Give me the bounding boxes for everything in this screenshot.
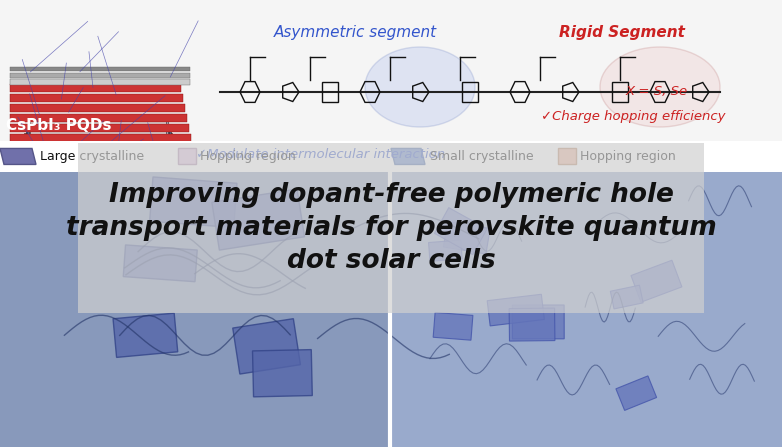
- Bar: [10, 134, 191, 142]
- Bar: [433, 312, 473, 340]
- Bar: [113, 313, 178, 358]
- Bar: [435, 207, 487, 255]
- Text: Improving dopant-free polymeric hole
transport materials for perovskite quantum
: Improving dopant-free polymeric hole tra…: [66, 182, 716, 274]
- Text: Rigid Segment: Rigid Segment: [559, 25, 684, 40]
- Bar: [212, 189, 304, 250]
- Ellipse shape: [365, 47, 475, 127]
- Bar: [10, 94, 183, 102]
- Bar: [10, 114, 187, 122]
- Bar: [178, 148, 196, 164]
- Bar: [124, 245, 197, 282]
- Bar: [10, 154, 195, 162]
- Bar: [616, 376, 657, 410]
- Text: ✓Modulate intermolecular interaction: ✓Modulate intermolecular interaction: [196, 148, 445, 161]
- Text: Hopping region: Hopping region: [200, 150, 296, 163]
- Polygon shape: [0, 148, 36, 164]
- Bar: [610, 285, 643, 309]
- Bar: [509, 308, 555, 341]
- Bar: [631, 260, 682, 302]
- Bar: [10, 73, 190, 78]
- Text: X = S, Se: X = S, Se: [626, 85, 688, 98]
- Bar: [18, 149, 178, 167]
- Text: CsPbI₃ PQDs: CsPbI₃ PQDs: [6, 118, 111, 133]
- Bar: [512, 305, 565, 339]
- Bar: [149, 177, 237, 228]
- Bar: [0, 141, 782, 172]
- Bar: [487, 294, 544, 326]
- Text: Asymmetric segment: Asymmetric segment: [274, 25, 437, 40]
- Text: Small crystalline: Small crystalline: [430, 150, 533, 163]
- Bar: [0, 0, 782, 177]
- Bar: [10, 84, 181, 92]
- Bar: [10, 67, 190, 71]
- Text: Large crystalline: Large crystalline: [40, 150, 144, 163]
- Bar: [392, 172, 782, 447]
- Bar: [612, 82, 628, 102]
- Text: Hopping region: Hopping region: [580, 150, 676, 163]
- Bar: [28, 121, 167, 139]
- Ellipse shape: [600, 47, 720, 127]
- Polygon shape: [391, 148, 425, 164]
- Bar: [0, 172, 390, 447]
- Bar: [27, 125, 169, 143]
- Bar: [10, 79, 190, 85]
- Bar: [10, 104, 185, 112]
- Bar: [322, 82, 338, 102]
- Bar: [21, 141, 175, 159]
- Text: ✓Charge hopping efficiency: ✓Charge hopping efficiency: [541, 110, 726, 123]
- Bar: [462, 82, 478, 102]
- Bar: [10, 144, 193, 152]
- Bar: [78, 143, 704, 313]
- Bar: [24, 133, 172, 151]
- Bar: [23, 137, 174, 155]
- Bar: [558, 148, 576, 164]
- Bar: [20, 145, 177, 163]
- Bar: [429, 240, 462, 261]
- Bar: [253, 350, 312, 397]
- Bar: [10, 124, 189, 132]
- Bar: [233, 319, 300, 374]
- Bar: [443, 221, 490, 254]
- Bar: [26, 129, 170, 147]
- Bar: [30, 117, 166, 135]
